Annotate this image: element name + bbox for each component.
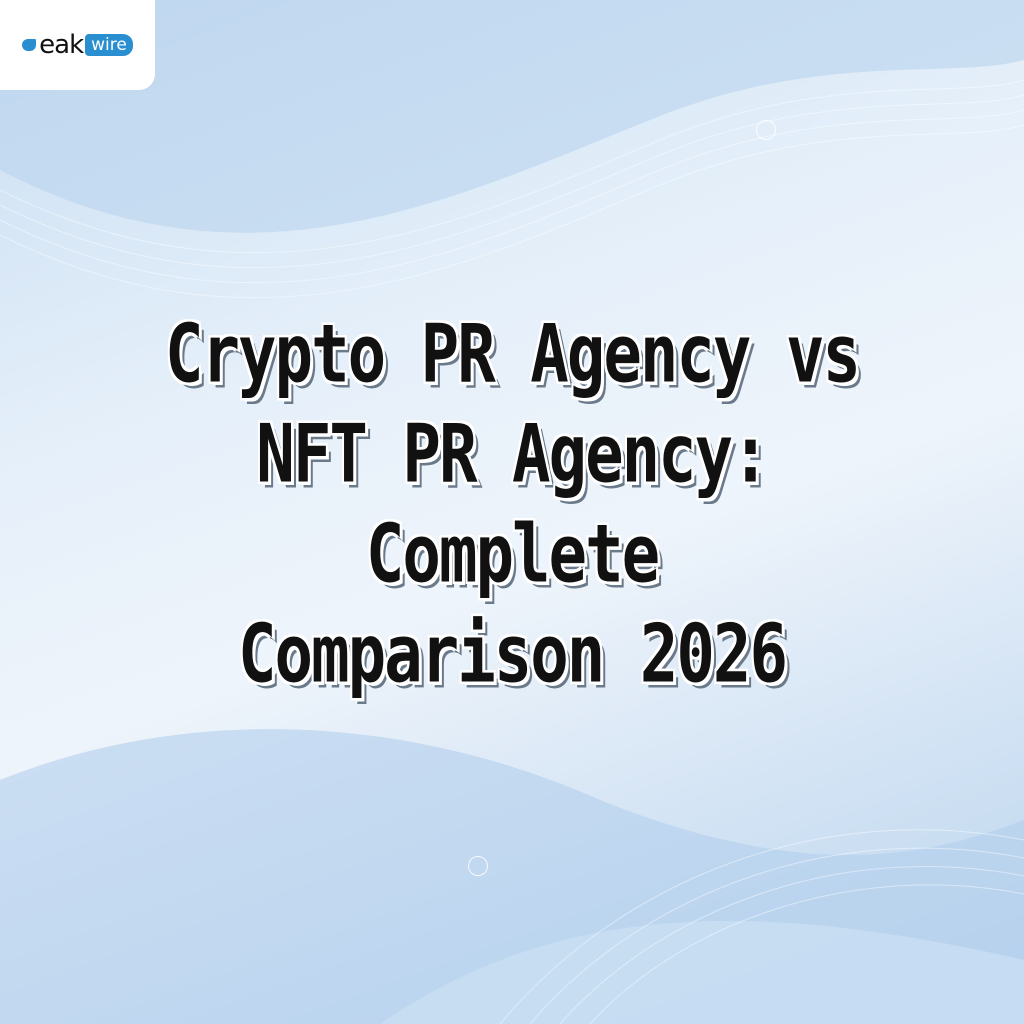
logo-badge: wire xyxy=(85,34,133,56)
circle-decoration xyxy=(756,120,776,140)
headline-line-3: Complete xyxy=(365,508,660,602)
circle-decoration xyxy=(468,856,488,876)
brand-logo: eak wire xyxy=(0,0,155,90)
headline-line-4: Comparison 2026 xyxy=(238,608,788,702)
logo-text: eak xyxy=(39,30,84,60)
headline-line-2: NFT PR Agency: xyxy=(256,408,769,502)
logo-drop-icon xyxy=(22,39,37,51)
headline-line-1: Crypto PR Agency vs xyxy=(164,308,861,402)
headline: Crypto PR Agency vs NFT PR Agency: Compl… xyxy=(0,305,1024,705)
